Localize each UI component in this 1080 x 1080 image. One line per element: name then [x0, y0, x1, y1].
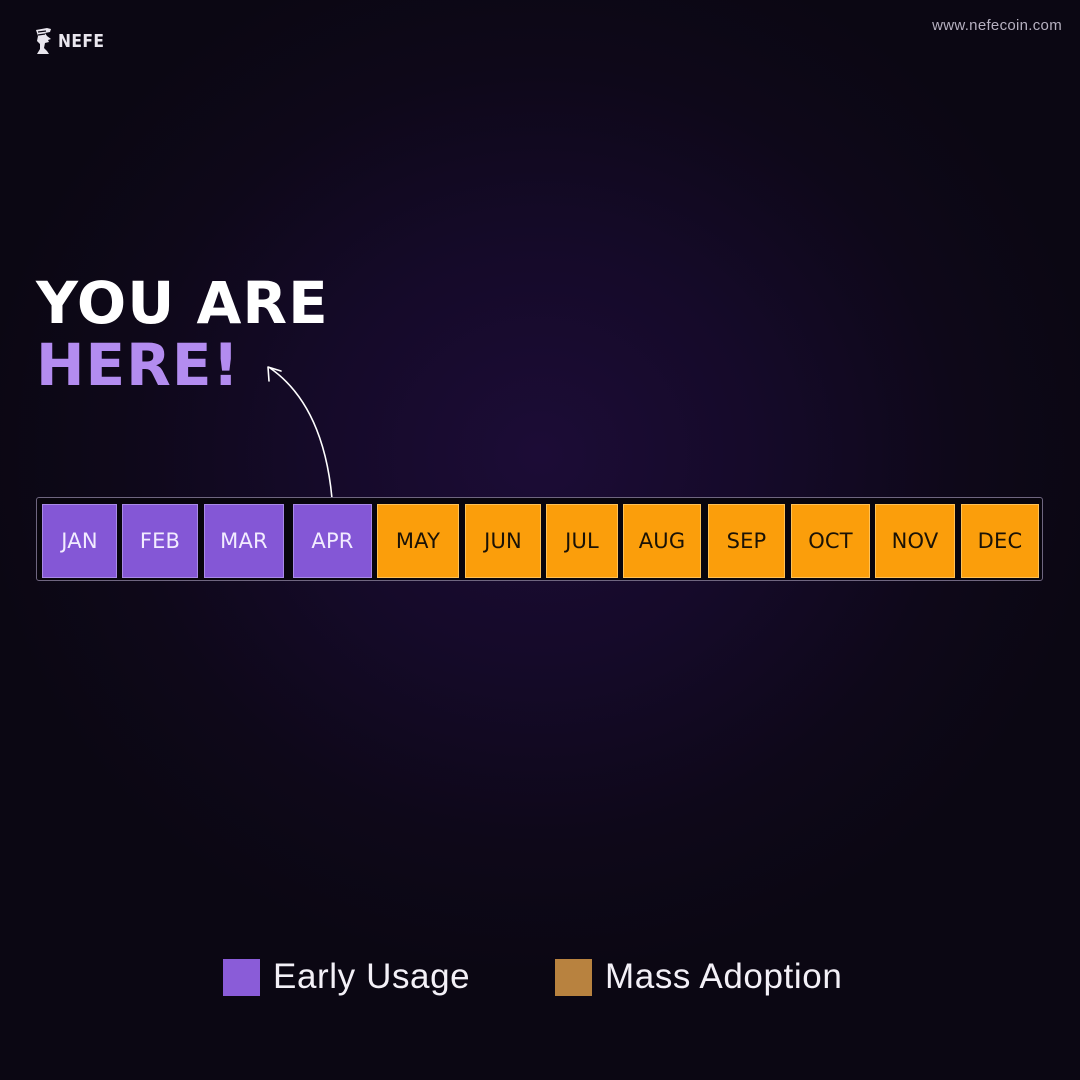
- month-cell-sep: SEP: [708, 504, 785, 578]
- nefertiti-head-icon: [36, 28, 51, 54]
- month-label: APR: [311, 529, 354, 553]
- month-cell-jan: JAN: [42, 504, 117, 578]
- month-cell-aug: AUG: [623, 504, 701, 578]
- month-cell-jun: JUN: [465, 504, 541, 578]
- month-cell-apr: APR: [293, 504, 372, 578]
- month-label: DEC: [977, 529, 1023, 553]
- headline-line-2: HERE!: [36, 331, 240, 399]
- month-label: JUL: [565, 529, 599, 553]
- month-label: JUN: [484, 529, 522, 553]
- month-label: OCT: [808, 529, 853, 553]
- month-label: NOV: [891, 529, 939, 553]
- month-cell-may: MAY: [377, 504, 459, 578]
- month-cell-feb: FEB: [122, 504, 198, 578]
- website-url: www.nefecoin.com: [932, 17, 1062, 34]
- month-cell-dec: DEC: [961, 504, 1039, 578]
- legend-swatch-mass-adoption: [555, 958, 592, 996]
- month-label: MAR: [220, 529, 268, 553]
- brand-logo: NEFE: [34, 27, 112, 55]
- legend-mass-adoption: Mass Adoption: [555, 957, 843, 996]
- month-cell-nov: NOV: [875, 504, 955, 578]
- month-label: FEB: [139, 529, 181, 553]
- headline: YOU ARE HERE!: [36, 272, 329, 396]
- month-label: AUG: [638, 529, 686, 553]
- month-cell-oct: OCT: [791, 504, 870, 578]
- month-label: MAY: [395, 529, 441, 553]
- brand-name: NEFE: [58, 30, 105, 52]
- month-cell-jul: JUL: [546, 504, 618, 578]
- month-timeline: JAN FEB MAR APR MAY JUN JUL AUG SEP OCT NOV DEC: [36, 497, 1043, 581]
- legend-label-early-usage: Early Usage: [273, 957, 471, 996]
- month-label: SEP: [726, 529, 767, 553]
- curved-arrow-icon: [267, 366, 334, 514]
- headline-line-1: YOU ARE: [36, 269, 329, 337]
- legend-early-usage: Early Usage: [223, 957, 471, 996]
- month-label: JAN: [61, 529, 98, 553]
- legend-swatch-early-usage: [223, 958, 260, 996]
- month-cell-mar: MAR: [204, 504, 284, 578]
- legend-label-mass-adoption: Mass Adoption: [605, 957, 843, 996]
